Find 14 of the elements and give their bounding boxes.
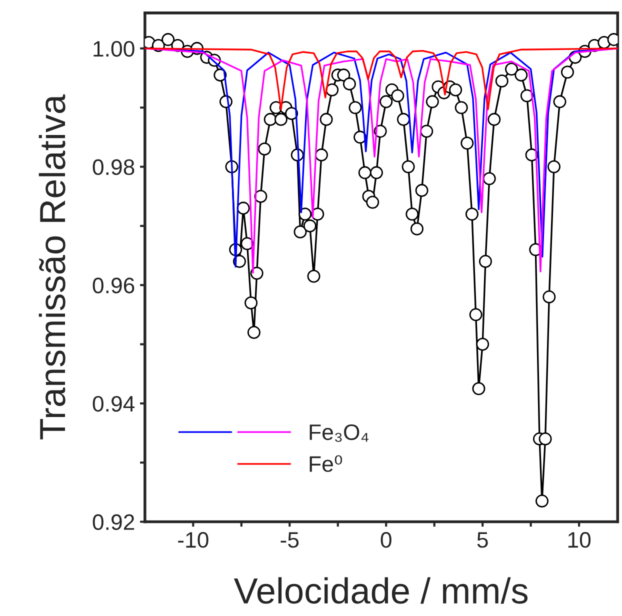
x-axis-title: Velocidade / mm/s [234, 577, 528, 604]
y-tick-label: 0.98 [92, 159, 134, 176]
y-axis-title: Transmissão Relativa [38, 94, 66, 440]
x-tick-label: 0 [380, 532, 392, 548]
y-tick-label: 0.96 [92, 278, 134, 294]
y-tick-label: 1.00 [94, 40, 134, 57]
x-tick-label: -5 [280, 532, 299, 548]
legend-label: Fe⁰ [310, 455, 342, 472]
y-tick-label: 0.94 [92, 396, 135, 412]
x-tick-label: -10 [178, 532, 208, 548]
x-tick-label: 5 [477, 532, 488, 548]
x-tick-label: 10 [568, 532, 591, 548]
y-tick-label: 0.92 [92, 514, 134, 530]
legend-label: Fe₃O₄ [310, 424, 368, 442]
